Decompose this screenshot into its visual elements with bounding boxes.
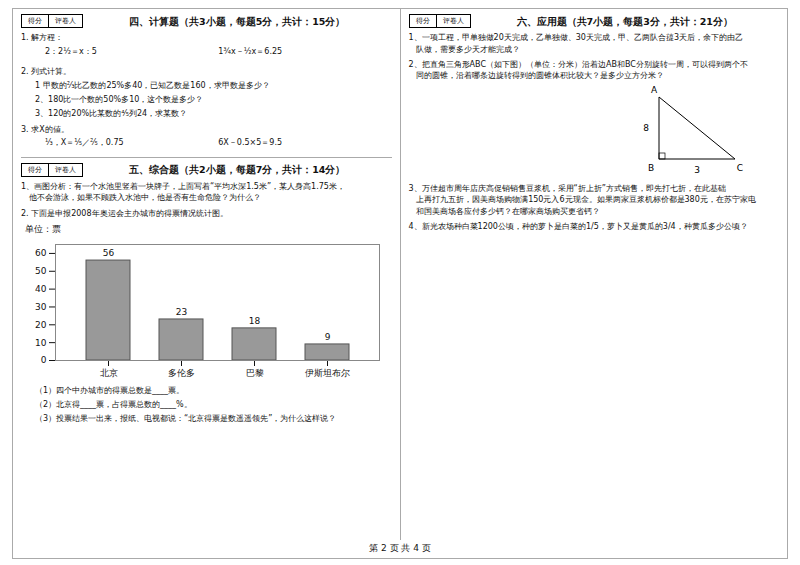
html-text:队做，需要多少天才能完成？: 队做，需要多少天才能完成？ — [408, 44, 521, 54]
html-text:他不会游泳，如果不顾跌入水池中，他是否有生命危险？为什么？: 他不会游泳，如果不顾跌入水池中，他是否有生命危险？为什么？ — [21, 193, 261, 203]
svg-text:9: 9 — [325, 332, 331, 342]
html-text:1、一项工程，甲单独做20天完成，乙单独做、30天完成，甲、: 1、一项工程，甲单独做20天完成，乙单独做、30天完成，甲、乙两队合䔶3天后，余… — [408, 33, 743, 43]
html-text:2：2½＝x：5: 2：2½＝x：5 — [45, 46, 97, 56]
html-text:得分: 得分 — [28, 165, 42, 174]
svg-text:23: 23 — [176, 307, 187, 317]
html-text:⅓，X＝⅕／⅖，0.75: ⅓，X＝⅕／⅖，0.75 — [45, 137, 124, 147]
svg-text:10: 10 — [35, 337, 47, 347]
svg-text:20: 20 — [35, 320, 47, 330]
html-text:六、应用题（共7小题，每题3分，共计：21分）: 六、应用题（共7小题，每题3分，共计：21分） — [516, 15, 733, 27]
svg-text:巴黎: 巴黎 — [246, 368, 264, 378]
html-text:得分: 得分 — [415, 17, 430, 25]
svg-text:多伦多: 多伦多 — [168, 368, 195, 378]
svg-text:伊斯坦布尔: 伊斯坦布尔 — [305, 368, 350, 378]
html-text:1. 解方程：: 1. 解方程： — [21, 33, 64, 43]
html-text:（3）投票结果一出来，报纸、电视都说：“北京得票是数遥遥领先: （3）投票结果一出来，报纸、电视都说：“北京得票是数遥遥领先”，为什么这样说？ — [35, 414, 337, 424]
html-text:同的圆锥，沿着哪条边旋转得到的圆锥体积比较大？是多少立方分米: 同的圆锥，沿着哪条边旋转得到的圆锥体积比较大？是多少立方分米？ — [408, 71, 665, 80]
html-text:2、把直角三角形ABC（如下图）（单位：分米）沿着边AB和B: 2、把直角三角形ABC（如下图）（单位：分米）沿着边AB和BC分别旋转一周，可以… — [408, 59, 748, 69]
svg-text:A: A — [651, 85, 658, 95]
svg-text:60: 60 — [35, 248, 47, 258]
svg-text:8: 8 — [643, 123, 649, 133]
html-text:（1）四个中办城市的得票总数是____票。: （1）四个中办城市的得票总数是____票。 — [35, 385, 185, 395]
svg-text:56: 56 — [103, 248, 115, 258]
html-text:得分: 得分 — [28, 17, 42, 25]
html-text:4、新光农场种白菜1200公顷，种的萝卜是白菜的1/5，萝卜: 4、新光农场种白菜1200公顷，种的萝卜是白菜的1/5，萝卜又是黄瓜的3/4，种… — [408, 221, 748, 231]
html-text:1 甲数的⅔比乙数的25%多40，已知乙数是160，求甲数是: 1 甲数的⅔比乙数的25%多40，已知乙数是160，求甲数是多少？ — [35, 81, 270, 90]
svg-text:50: 50 — [35, 266, 47, 276]
html-text:评卷人: 评卷人 — [442, 17, 464, 25]
html-text:评卷人: 评卷人 — [55, 165, 76, 174]
html-text:2、180比一个数的50%多10，这个数是多少？: 2、180比一个数的50%多10，这个数是多少？ — [35, 95, 204, 105]
html-text:3、120的20%比某数的⁴⁄₅列24，求某数？: 3、120的20%比某数的⁴⁄₅列24，求某数？ — [35, 109, 188, 119]
html-text:四、计算题（共3小题，每题5分，共计：15分）: 四、计算题（共3小题，每题5分，共计：15分） — [129, 15, 346, 27]
svg-text:40: 40 — [35, 284, 47, 294]
svg-text:B: B — [648, 163, 654, 173]
html-text:2. 列式计算。: 2. 列式计算。 — [21, 66, 72, 76]
svg-text:30: 30 — [35, 302, 47, 312]
html-text:3、万佳超市周年店庆高促销销售豆浆机，采用“折上折”方式销售: 3、万佳超市周年店庆高促销销售豆浆机，采用“折上折”方式销售，即先打七折，在此基… — [408, 184, 726, 194]
html-text:上再打九五折，因美商场购物满150元入6元现金。如果两家豆浆: 上再打九五折，因美商场购物满150元入6元现金。如果两家豆浆机标价都是380元，… — [408, 195, 756, 205]
html-text:第 2 页 共 4 页: 第 2 页 共 4 页 — [369, 543, 431, 554]
html-text:6X－0.5×5＝9.5: 6X－0.5×5＝9.5 — [218, 137, 283, 147]
html-text:评卷人: 评卷人 — [55, 17, 76, 25]
svg-text:18: 18 — [249, 316, 261, 326]
html-text:和国美商场各应付多少钙？在哪家商场购买更省钙？: 和国美商场各应付多少钙？在哪家商场购买更省钙？ — [408, 206, 601, 216]
svg-text:C: C — [737, 163, 743, 173]
svg-text:3: 3 — [694, 165, 700, 175]
html-text:1¾x－½x＝6.25: 1¾x－½x＝6.25 — [218, 46, 283, 56]
html-text:（2）北京得____票，占得票总数的____%。: （2）北京得____票，占得票总数的____%。 — [35, 400, 192, 409]
svg-text:北京: 北京 — [100, 368, 118, 378]
html-text:2. 下面是申报2008年奥运会主办城市的得票情况统计图。: 2. 下面是申报2008年奥运会主办城市的得票情况统计图。 — [21, 208, 228, 218]
html-text:3. 求X的値。: 3. 求X的値。 — [21, 124, 69, 134]
html-text:1、画图分析：有一个水池里竖着一块牌子，上面写着“平均水深1: 1、画图分析：有一个水池里竖着一块牌子，上面写着“平均水深1.5米”，某人身高1… — [21, 182, 345, 192]
svg-text:0: 0 — [41, 355, 47, 365]
html-text:五、综合题（共2小题，每题7分，共计：14分）: 五、综合题（共2小题，每题7分，共计：14分） — [129, 164, 346, 176]
svg-text:单位：票: 单位：票 — [25, 224, 61, 234]
